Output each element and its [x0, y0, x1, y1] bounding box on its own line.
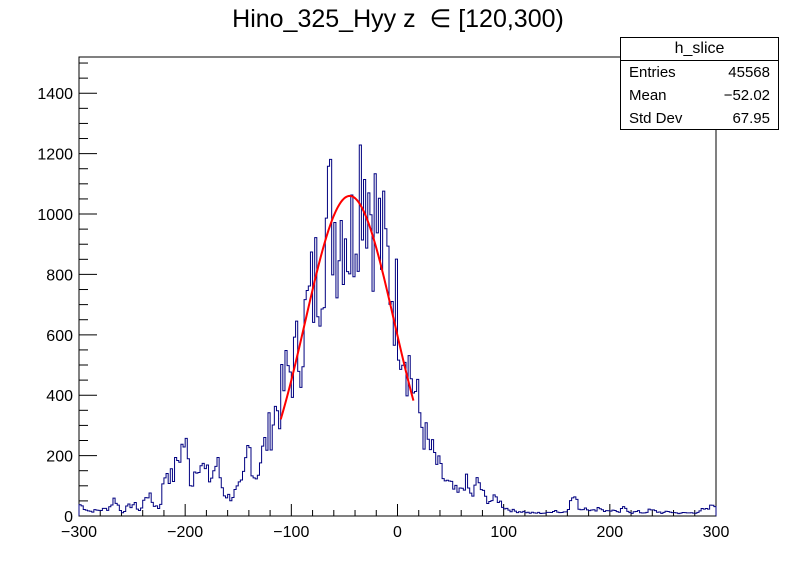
x-tick-label: 200: [596, 524, 623, 541]
chart-title: Hino_325_Hyy z ∈ [120,300): [232, 5, 564, 33]
stats-label: Std Dev: [629, 110, 683, 127]
stats-box: h_slice Entries 45568 Mean −52.02 Std De…: [620, 37, 779, 130]
y-tick-label: 1000: [37, 207, 73, 224]
x-tick-label: −200: [167, 524, 203, 541]
histogram-series: [78, 144, 717, 516]
x-tick-label: 300: [703, 524, 730, 541]
stats-name: h_slice: [621, 38, 778, 61]
y-tick-label: 200: [46, 449, 73, 466]
x-tick-label: 0: [393, 524, 402, 541]
x-tick-label: 100: [490, 524, 517, 541]
y-tick-label: 0: [64, 509, 73, 526]
stats-value: 45568: [728, 64, 770, 81]
y-tick-label: 1400: [37, 86, 73, 103]
gaussian-fit-line: [279, 194, 415, 420]
y-tick-label: 400: [46, 388, 73, 405]
y-axis: 0 200 400 600 800 1000 1200 1400: [37, 62, 97, 526]
stats-row-entries: Entries 45568: [621, 61, 778, 84]
stats-row-stddev: Std Dev 67.95: [621, 107, 778, 130]
y-tick-label: 1200: [37, 147, 73, 164]
stats-label: Entries: [629, 64, 676, 81]
x-axis: −300 −200 −100 0 100 200 300: [61, 504, 729, 541]
y-tick-label: 800: [46, 267, 73, 284]
x-tick-label: −300: [61, 524, 97, 541]
stats-value: 67.95: [732, 110, 770, 127]
stats-row-mean: Mean −52.02: [621, 84, 778, 107]
y-tick-label: 600: [46, 328, 73, 345]
histogram-layer: [78, 144, 717, 516]
fit-layer: [279, 194, 415, 420]
stats-label: Mean: [629, 87, 667, 104]
stats-value: −52.02: [723, 87, 770, 104]
x-tick-label: −100: [273, 524, 309, 541]
